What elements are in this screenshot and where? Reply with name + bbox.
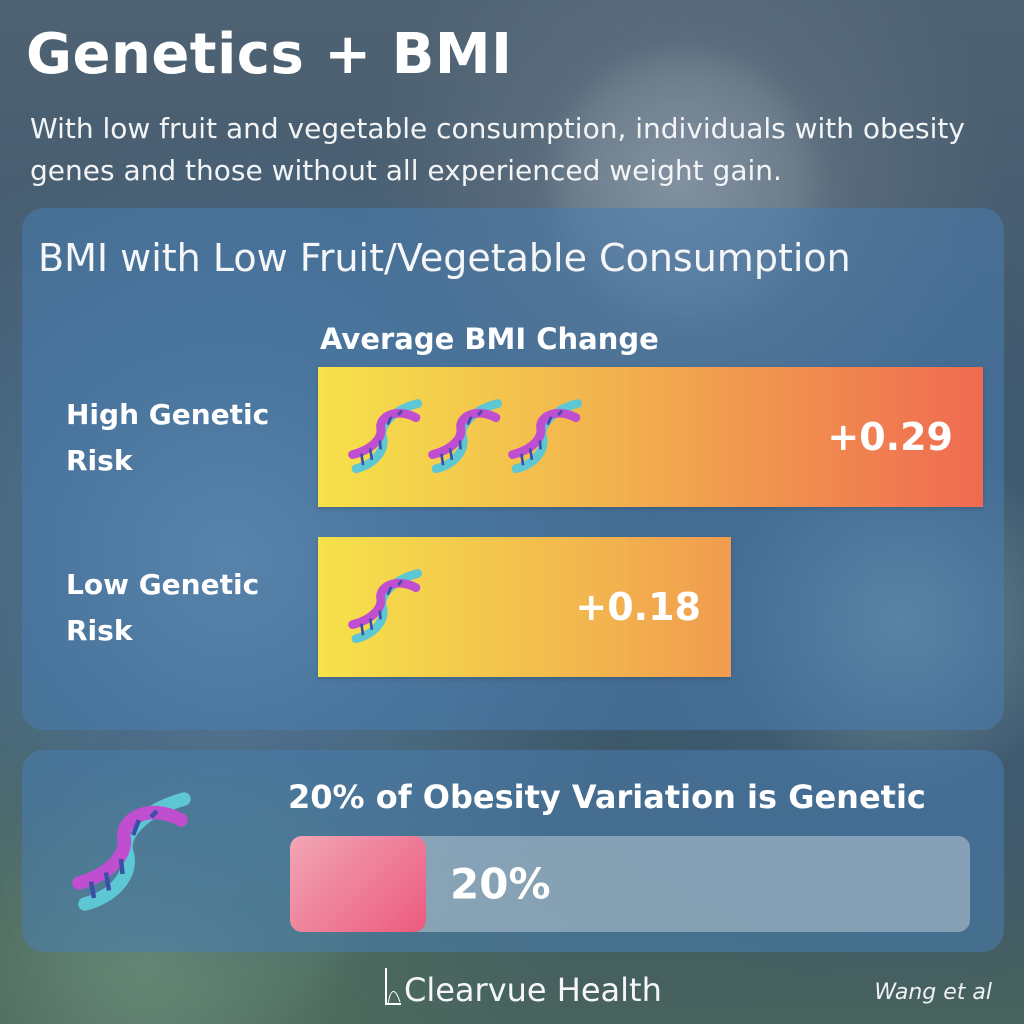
chart-title: BMI with Low Fruit/Vegetable Consumption [38, 236, 851, 280]
bar-low-genetic-risk: +0.18 [318, 537, 731, 677]
bar-value-label: +0.18 [575, 585, 701, 629]
stat-title: 20% of Obesity Variation is Genetic [288, 778, 926, 816]
progress-fill [290, 836, 426, 932]
brand: Clearvue Health [384, 966, 662, 1006]
bar-high-genetic-risk: +0.29 [318, 367, 983, 507]
dna-icon [428, 399, 503, 474]
dna-icon [348, 569, 423, 644]
genetic-share-progress-bar: 20% [290, 836, 970, 932]
chart-value-header: Average BMI Change [320, 322, 659, 356]
bar-icons [342, 391, 590, 483]
category-label-low: Low Genetic Risk [66, 568, 260, 648]
page-title: Genetics + BMI [26, 22, 513, 87]
dna-icon [72, 792, 191, 911]
clearvue-logo-icon [385, 968, 401, 1005]
category-label-high: High Genetic Risk [66, 398, 270, 478]
stat-panel [22, 750, 1004, 952]
progress-value-label: 20% [450, 859, 551, 909]
bar-value-label: +0.29 [827, 415, 953, 459]
brand-name: Clearvue Health [404, 971, 662, 1009]
source-citation: Wang et al [874, 980, 992, 1005]
dna-icon [508, 399, 583, 474]
bar-icons [342, 561, 430, 653]
page-subtitle: With low fruit and vegetable consumption… [30, 112, 965, 187]
dna-icon [348, 399, 423, 474]
